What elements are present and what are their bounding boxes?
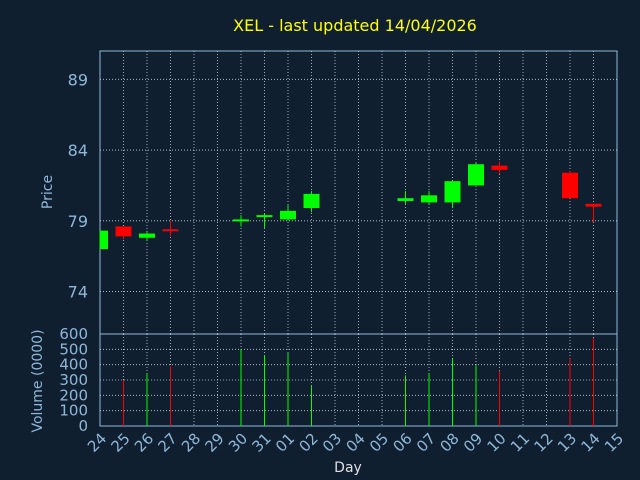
x-tick-label: 31 <box>249 430 275 456</box>
price-axis-label: Price <box>40 175 56 209</box>
x-tick-label: 05 <box>366 430 392 456</box>
x-tick-label: 29 <box>202 430 228 456</box>
candle-body <box>585 203 602 207</box>
x-tick-label: 09 <box>460 430 486 456</box>
x-tick-label: 08 <box>437 430 463 456</box>
x-tick-label: 28 <box>178 430 204 456</box>
candle-body <box>303 193 320 209</box>
volume-axis-label: Volume (0000) <box>30 329 46 432</box>
volume-tick-label: 0 <box>78 417 88 435</box>
x-tick-label: 04 <box>343 430 369 456</box>
price-panel: 74 79 84 89 <box>68 50 618 335</box>
volume-tick-label: 400 <box>59 356 88 374</box>
x-tick-label: 15 <box>601 430 627 456</box>
x-tick-label: 25 <box>108 430 134 456</box>
candle-body <box>233 219 249 222</box>
x-tick-label: 06 <box>390 430 416 456</box>
candle-body <box>162 229 179 232</box>
candle-body <box>100 230 108 250</box>
candle-body <box>115 226 132 237</box>
candle-body <box>280 210 296 220</box>
x-tick-label: 07 <box>413 430 439 456</box>
candle-body <box>256 215 273 218</box>
candle-body <box>562 172 578 199</box>
volume-tick-label: 600 <box>59 325 88 343</box>
x-tick-label: 27 <box>155 430 181 456</box>
price-tick-label: 74 <box>68 283 88 302</box>
x-tick-label: 01 <box>272 430 298 456</box>
x-tick-label: 12 <box>531 430 557 456</box>
x-tick-label: 30 <box>225 430 251 456</box>
candle-body <box>397 198 414 201</box>
x-tick-label: 02 <box>296 430 322 456</box>
volume-tick-label: 200 <box>59 386 88 404</box>
chart-title: XEL - last updated 14/04/2026 <box>233 16 477 35</box>
candle-body <box>491 165 508 170</box>
price-tick-label: 89 <box>68 70 88 89</box>
x-tick-label: 11 <box>507 430 533 456</box>
volume-tick-label: 100 <box>59 402 88 420</box>
candle-body <box>468 164 484 186</box>
x-tick-label: 10 <box>484 430 510 456</box>
volume-panel: 0100200300400500600242526272829303101020… <box>59 325 627 456</box>
candle-body <box>139 233 155 238</box>
price-tick-label: 79 <box>68 212 88 231</box>
x-tick-label: 14 <box>578 430 604 456</box>
volume-tick-label: 300 <box>59 371 88 389</box>
x-tick-label: 03 <box>319 430 345 456</box>
volume-tick-label: 500 <box>59 340 88 358</box>
price-tick-label: 84 <box>68 141 88 160</box>
candle-body <box>421 195 437 203</box>
x-tick-label: 26 <box>131 430 157 456</box>
x-axis-label: Day <box>334 460 362 476</box>
x-tick-label: 13 <box>554 430 580 456</box>
candle-body <box>444 181 461 203</box>
